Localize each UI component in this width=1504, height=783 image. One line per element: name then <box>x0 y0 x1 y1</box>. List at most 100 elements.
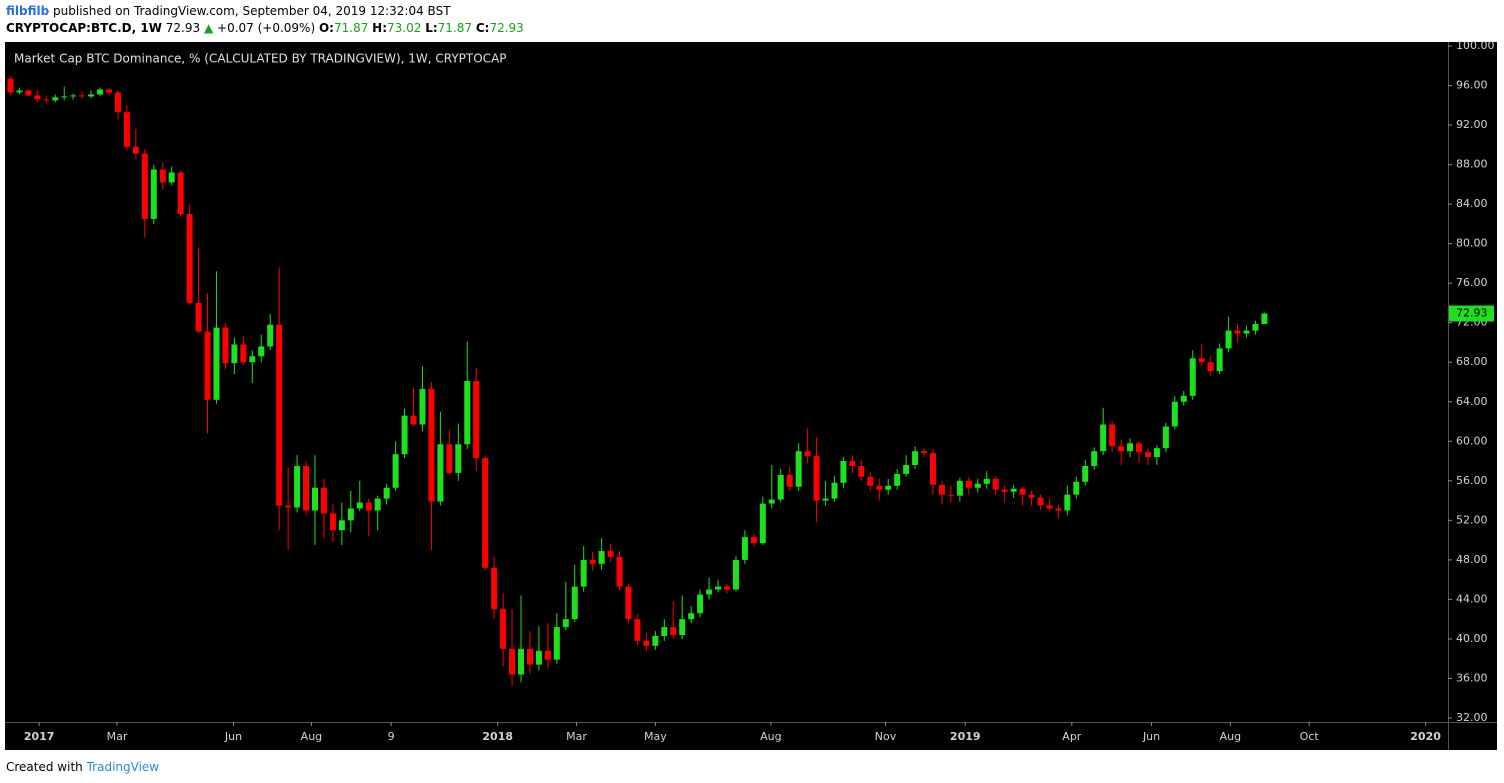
publish-line: filbfilb published on TradingView.com, S… <box>6 3 524 20</box>
candle-body <box>607 550 614 557</box>
y-tick-label: 76.00 <box>1456 276 1488 289</box>
last-price: 72.93 <box>165 21 201 35</box>
candle-body <box>428 388 435 502</box>
x-tick-label: Aug <box>301 730 322 743</box>
candle-body <box>562 619 569 628</box>
candle-body <box>518 648 524 675</box>
footer: Created with TradingView <box>6 760 159 774</box>
candle-body <box>526 648 533 665</box>
candle-body <box>867 476 874 486</box>
candle-body <box>1153 448 1160 458</box>
y-tick-label: 96.00 <box>1456 79 1488 92</box>
y-tick-label: 100.00 <box>1456 39 1495 52</box>
candle-body <box>768 499 775 504</box>
ohlc-values: O:71.87 H:73.02 L:71.87 C:72.93 <box>319 21 524 35</box>
price-badge <box>1449 305 1494 322</box>
candle-body <box>1207 362 1214 372</box>
candle-body <box>473 381 480 459</box>
candle-body <box>276 324 283 506</box>
candle-body <box>1100 424 1107 452</box>
candle-body <box>258 346 265 357</box>
brand[interactable]: TradingView <box>86 760 160 774</box>
candle-body <box>795 451 802 487</box>
candle-body <box>410 415 417 425</box>
candle-body <box>661 627 668 636</box>
x-tick-label: Aug <box>1220 730 1241 743</box>
candle-body <box>1064 494 1071 511</box>
candle-body <box>840 461 847 483</box>
candle-body <box>7 78 14 93</box>
candle-body <box>303 466 310 511</box>
ohlc-label: C: <box>475 21 490 35</box>
candle-body <box>777 474 784 500</box>
candle-body <box>903 465 910 474</box>
candle-body <box>347 508 354 521</box>
candle-body <box>106 89 112 93</box>
candle-body <box>1082 466 1089 482</box>
candle-body <box>956 480 963 496</box>
y-tick-label: 36.00 <box>1456 671 1488 684</box>
candle-body <box>930 453 936 485</box>
candle-body <box>741 537 748 560</box>
y-tick-label: 64.00 <box>1456 395 1488 408</box>
candle-body <box>1261 313 1268 324</box>
candle-body <box>213 327 220 400</box>
candle-body <box>983 478 990 484</box>
candle-body <box>1225 330 1232 349</box>
y-tick-label: 88.00 <box>1456 158 1488 171</box>
candle-body <box>267 324 274 347</box>
candle-body <box>1189 358 1196 396</box>
candle-body <box>491 567 498 610</box>
candle-body <box>159 169 166 183</box>
candle-body <box>1162 426 1169 449</box>
candle-body <box>500 609 507 649</box>
candle-body <box>634 619 641 641</box>
candle-body <box>482 458 489 568</box>
candle-body <box>652 635 659 646</box>
candle-body <box>589 559 596 564</box>
candle-body <box>294 466 301 508</box>
x-tick-label: 9 <box>388 730 395 743</box>
candle-body <box>643 640 650 646</box>
candle-body <box>750 537 757 544</box>
ohlc-label: O: <box>318 21 334 35</box>
candle-body <box>535 650 542 665</box>
candle-body <box>876 485 883 490</box>
candle-body <box>356 502 363 509</box>
candle-body <box>177 172 184 214</box>
candle-body <box>670 627 677 635</box>
candle-body <box>688 613 695 620</box>
candle-body <box>1198 358 1205 363</box>
candle-body <box>455 444 462 473</box>
created-with: Created with <box>6 760 83 774</box>
candle-body <box>1252 323 1259 331</box>
candle-body <box>1136 443 1142 453</box>
candle-body <box>240 344 247 363</box>
candle-body <box>338 520 345 531</box>
y-tick-label: 80.00 <box>1456 237 1488 250</box>
candle-body <box>759 503 766 544</box>
candle-body <box>392 454 399 488</box>
candle-body <box>1010 488 1017 492</box>
candle-body <box>580 559 587 587</box>
candle-body <box>1234 330 1241 334</box>
candle-body <box>849 461 856 466</box>
chart-title: Market Cap BTC Dominance, % (CALCULATED … <box>14 52 507 66</box>
candle-body <box>1073 481 1080 495</box>
candle-body <box>141 153 148 219</box>
y-tick-label: 56.00 <box>1456 474 1488 487</box>
up-arrow: ▲ <box>203 21 214 35</box>
x-tick-label: Oct <box>1300 730 1320 743</box>
candle-body <box>374 498 381 511</box>
candle-body <box>616 556 623 587</box>
candle-body <box>464 381 471 445</box>
candle-body <box>724 586 730 590</box>
candle-body <box>285 505 292 508</box>
candle-body <box>813 456 820 501</box>
candle-body <box>1180 395 1187 402</box>
candle-body <box>965 480 972 488</box>
candle-body <box>1091 451 1098 466</box>
ohlc-value: 71.87 <box>437 21 473 35</box>
author[interactable]: filbfilb <box>6 4 50 18</box>
